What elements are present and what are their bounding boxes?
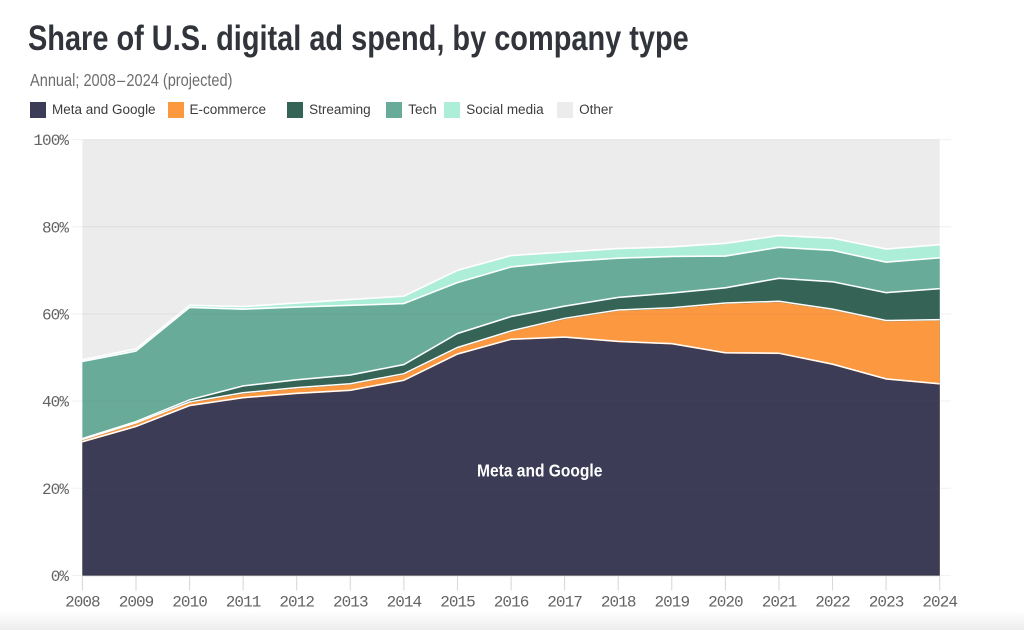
svg-text:2008: 2008: [65, 594, 100, 612]
svg-text:2024: 2024: [922, 594, 957, 612]
svg-text:2012: 2012: [279, 594, 314, 612]
svg-text:0%: 0%: [51, 568, 70, 586]
svg-text:2016: 2016: [494, 594, 529, 612]
svg-text:2009: 2009: [119, 594, 154, 612]
svg-text:2019: 2019: [654, 594, 689, 612]
svg-text:2017: 2017: [547, 594, 582, 612]
svg-text:80%: 80%: [42, 219, 69, 237]
svg-text:100%: 100%: [33, 132, 69, 150]
svg-text:2021: 2021: [762, 594, 797, 612]
svg-text:20%: 20%: [42, 481, 69, 499]
svg-text:2013: 2013: [333, 594, 368, 612]
svg-text:60%: 60%: [42, 307, 69, 325]
svg-text:2018: 2018: [601, 594, 636, 612]
svg-text:2010: 2010: [172, 594, 207, 612]
svg-text:2011: 2011: [226, 594, 261, 612]
svg-text:Meta and Google: Meta and Google: [477, 461, 602, 481]
svg-text:2015: 2015: [440, 594, 475, 612]
svg-text:2020: 2020: [708, 594, 743, 612]
svg-text:2022: 2022: [815, 594, 850, 612]
svg-text:2014: 2014: [387, 594, 422, 612]
svg-text:2023: 2023: [869, 594, 904, 612]
svg-text:40%: 40%: [42, 394, 69, 412]
